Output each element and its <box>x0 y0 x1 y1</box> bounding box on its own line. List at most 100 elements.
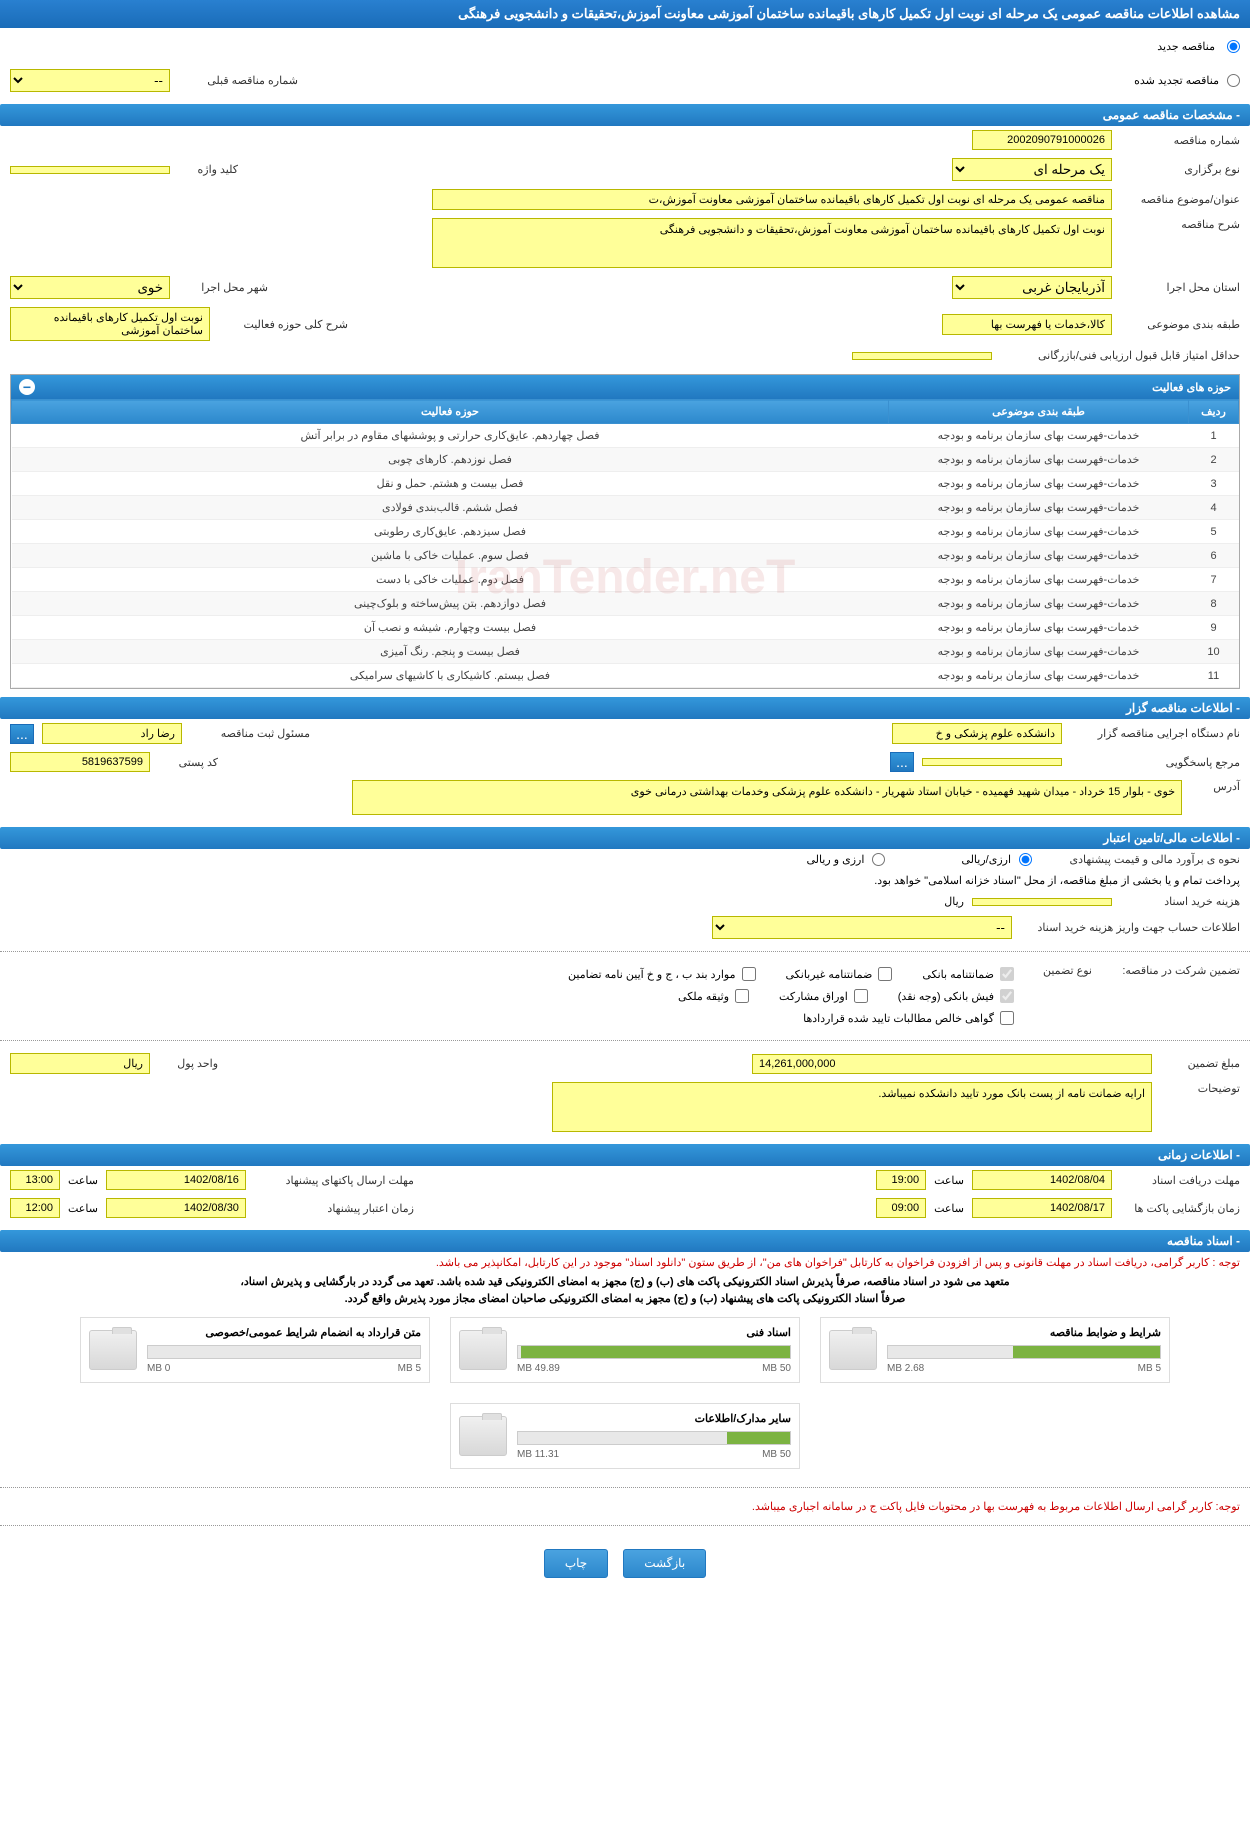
cell-class: خدمات-فهرست بهای سازمان برنامه و بودجه <box>889 616 1189 640</box>
cb-shares-label: اوراق مشارکت <box>779 990 848 1003</box>
cell-class: خدمات-فهرست بهای سازمان برنامه و بودجه <box>889 496 1189 520</box>
doc-title: اسناد فنی <box>517 1326 791 1339</box>
cell-row: 1 <box>1189 424 1239 448</box>
doc-used: 0 MB <box>147 1363 170 1374</box>
city-label: شهر محل اجرا <box>178 281 268 294</box>
radio-renew-tender[interactable] <box>1227 74 1240 87</box>
table-row: 2 خدمات-فهرست بهای سازمان برنامه و بودجه… <box>12 448 1239 472</box>
cb-contracts-label: گواهی خالص مطالبات تایید شده قراردادها <box>803 1012 994 1025</box>
cell-row: 8 <box>1189 592 1239 616</box>
payment-note: پرداخت تمام و یا بخشی از مبلغ مناقصه، از… <box>874 874 1240 887</box>
keyword-value <box>10 166 170 174</box>
doc-used: 2.68 MB <box>887 1363 924 1374</box>
cell-row: 4 <box>1189 496 1239 520</box>
province-select[interactable]: آذربایجان غربی <box>952 276 1112 299</box>
cb-nonbank[interactable] <box>878 967 892 981</box>
section-financial: - اطلاعات مالی/تامین اعتبار <box>0 827 1250 849</box>
section-general: - مشخصات مناقصه عمومی <box>0 104 1250 126</box>
tender-desc-value: نوبت اول تکمیل کارهای باقیمانده ساختمان … <box>432 218 1112 268</box>
guarantee-type-label: نوع تضمین <box>1022 964 1092 977</box>
radio-new-tender-label: مناقصه جدید <box>1157 40 1215 53</box>
table-row: 4 خدمات-فهرست بهای سازمان برنامه و بودجه… <box>12 496 1239 520</box>
radio-renew-tender-label: مناقصه تجدید شده <box>1134 74 1219 87</box>
guarantee-participation-label: تضمین شرکت در مناقصه: <box>1100 964 1240 977</box>
radio-currency[interactable] <box>872 853 885 866</box>
tender-desc-label: شرح مناقصه <box>1120 218 1240 231</box>
cb-bank-label: ضمانتنامه بانکی <box>922 968 994 981</box>
back-button[interactable]: بازگشت <box>623 1549 706 1578</box>
folder-icon <box>89 1330 137 1370</box>
open-time: 09:00 <box>876 1198 926 1218</box>
table-row: 10 خدمات-فهرست بهای سازمان برنامه و بودج… <box>12 640 1239 664</box>
response-ref-value <box>922 758 1062 766</box>
notice-red-2: توجه: کاربر گرامی ارسال اطلاعات مربوط به… <box>0 1496 1250 1517</box>
prev-tender-number-select[interactable]: -- <box>10 69 170 92</box>
table-row: 8 خدمات-فهرست بهای سازمان برنامه و بودجه… <box>12 592 1239 616</box>
collapse-icon[interactable]: − <box>19 379 35 395</box>
currency-value: ریال <box>10 1053 150 1074</box>
tender-number-value: 2002090791000026 <box>972 130 1112 150</box>
cb-property-label: وثیقه ملکی <box>678 990 729 1003</box>
doc-card[interactable]: شرایط و ضوابط مناقصه 5 MB 2.68 MB <box>820 1317 1170 1383</box>
cb-property[interactable] <box>735 989 749 1003</box>
responsible-value: رضا راد <box>42 723 182 744</box>
notes-value: ارایه ضمانت نامه از پست بانک مورد تایید … <box>552 1082 1152 1132</box>
table-row: 1 خدمات-فهرست بهای سازمان برنامه و بودجه… <box>12 424 1239 448</box>
cell-class: خدمات-فهرست بهای سازمان برنامه و بودجه <box>889 472 1189 496</box>
cell-class: خدمات-فهرست بهای سازمان برنامه و بودجه <box>889 544 1189 568</box>
doc-cost-value <box>972 898 1112 906</box>
cell-activity: فصل بیست و هشتم. حمل و نقل <box>12 472 889 496</box>
agency-label: نام دستگاه اجرایی مناقصه گزار <box>1070 727 1240 740</box>
agency-value: دانشکده علوم پزشکی و خ <box>892 723 1062 744</box>
doc-title: سایر مدارک/اطلاعات <box>517 1412 791 1425</box>
address-value: خوی - بلوار 15 خرداد - میدان شهید فهمیده… <box>352 780 1182 815</box>
radio-rial[interactable] <box>1019 853 1032 866</box>
activity-desc-label: شرح کلی حوزه فعالیت <box>218 318 348 331</box>
cell-row: 3 <box>1189 472 1239 496</box>
cell-activity: فصل دوم. عملیات خاکی با دست <box>12 568 889 592</box>
notice-red-1: توجه : کاربر گرامی، دریافت اسناد در مهلت… <box>0 1252 1250 1273</box>
activity-table: ردیف طبقه بندی موضوعی حوزه فعالیت 1 خدما… <box>11 399 1239 688</box>
cell-class: خدمات-فهرست بهای سازمان برنامه و بودجه <box>889 640 1189 664</box>
postal-label: کد پستی <box>158 756 218 769</box>
receive-time: 19:00 <box>876 1170 926 1190</box>
cb-contracts[interactable] <box>1000 1011 1014 1025</box>
doc-card[interactable]: متن قرارداد به انضمام شرایط عمومی/خصوصی … <box>80 1317 430 1383</box>
radio-new-tender[interactable] <box>1227 40 1240 53</box>
print-button[interactable]: چاپ <box>544 1549 608 1578</box>
receive-deadline-label: مهلت دریافت اسناد <box>1120 1174 1240 1187</box>
cell-activity: فصل بیست وچهارم. شیشه و نصب آن <box>12 616 889 640</box>
doc-cost-label: هزینه خرید اسناد <box>1120 895 1240 908</box>
submit-time: 13:00 <box>10 1170 60 1190</box>
lookup-button[interactable]: ... <box>890 752 914 772</box>
validity-time-label: ساعت <box>68 1202 98 1215</box>
city-select[interactable]: خوی <box>10 276 170 299</box>
activity-table-title: حوزه های فعالیت <box>1152 381 1231 394</box>
cb-items[interactable] <box>742 967 756 981</box>
cell-activity: فصل چهاردهم. عایق‌کاری حرارتی و پوششهای … <box>12 424 889 448</box>
section-organizer: - اطلاعات مناقصه گزار <box>0 697 1250 719</box>
open-label: زمان بازگشایی پاکت ها <box>1120 1202 1240 1215</box>
folder-icon <box>459 1416 507 1456</box>
cell-class: خدمات-فهرست بهای سازمان برنامه و بودجه <box>889 568 1189 592</box>
estimate-label: نحوه ی برآورد مالی و قیمت پیشنهادی <box>1040 853 1240 866</box>
table-row: 6 خدمات-فهرست بهای سازمان برنامه و بودجه… <box>12 544 1239 568</box>
doc-max: 50 MB <box>762 1363 791 1374</box>
holding-type-select[interactable]: یک مرحله ای <box>952 158 1112 181</box>
cell-activity: فصل نوزدهم. کارهای چوبی <box>12 448 889 472</box>
doc-card[interactable]: سایر مدارک/اطلاعات 50 MB 11.31 MB <box>450 1403 800 1469</box>
more-button[interactable]: ... <box>10 724 34 744</box>
cell-class: خدمات-فهرست بهای سازمان برنامه و بودجه <box>889 664 1189 688</box>
cb-shares[interactable] <box>854 989 868 1003</box>
progress-bar <box>517 1431 791 1445</box>
cell-activity: فصل سوم. عملیات خاکی با ماشین <box>12 544 889 568</box>
cell-row: 6 <box>1189 544 1239 568</box>
doc-used: 11.31 MB <box>517 1449 559 1460</box>
doc-title: متن قرارداد به انضمام شرایط عمومی/خصوصی <box>147 1326 421 1339</box>
doc-card[interactable]: اسناد فنی 50 MB 49.89 MB <box>450 1317 800 1383</box>
prev-tender-number-label: شماره مناقصه قبلی <box>178 74 298 87</box>
address-label: آدرس <box>1190 780 1240 793</box>
cell-activity: فصل ششم. قالب‌بندی فولادی <box>12 496 889 520</box>
account-select[interactable]: -- <box>712 916 1012 939</box>
holding-type-label: نوع برگزاری <box>1120 163 1240 176</box>
